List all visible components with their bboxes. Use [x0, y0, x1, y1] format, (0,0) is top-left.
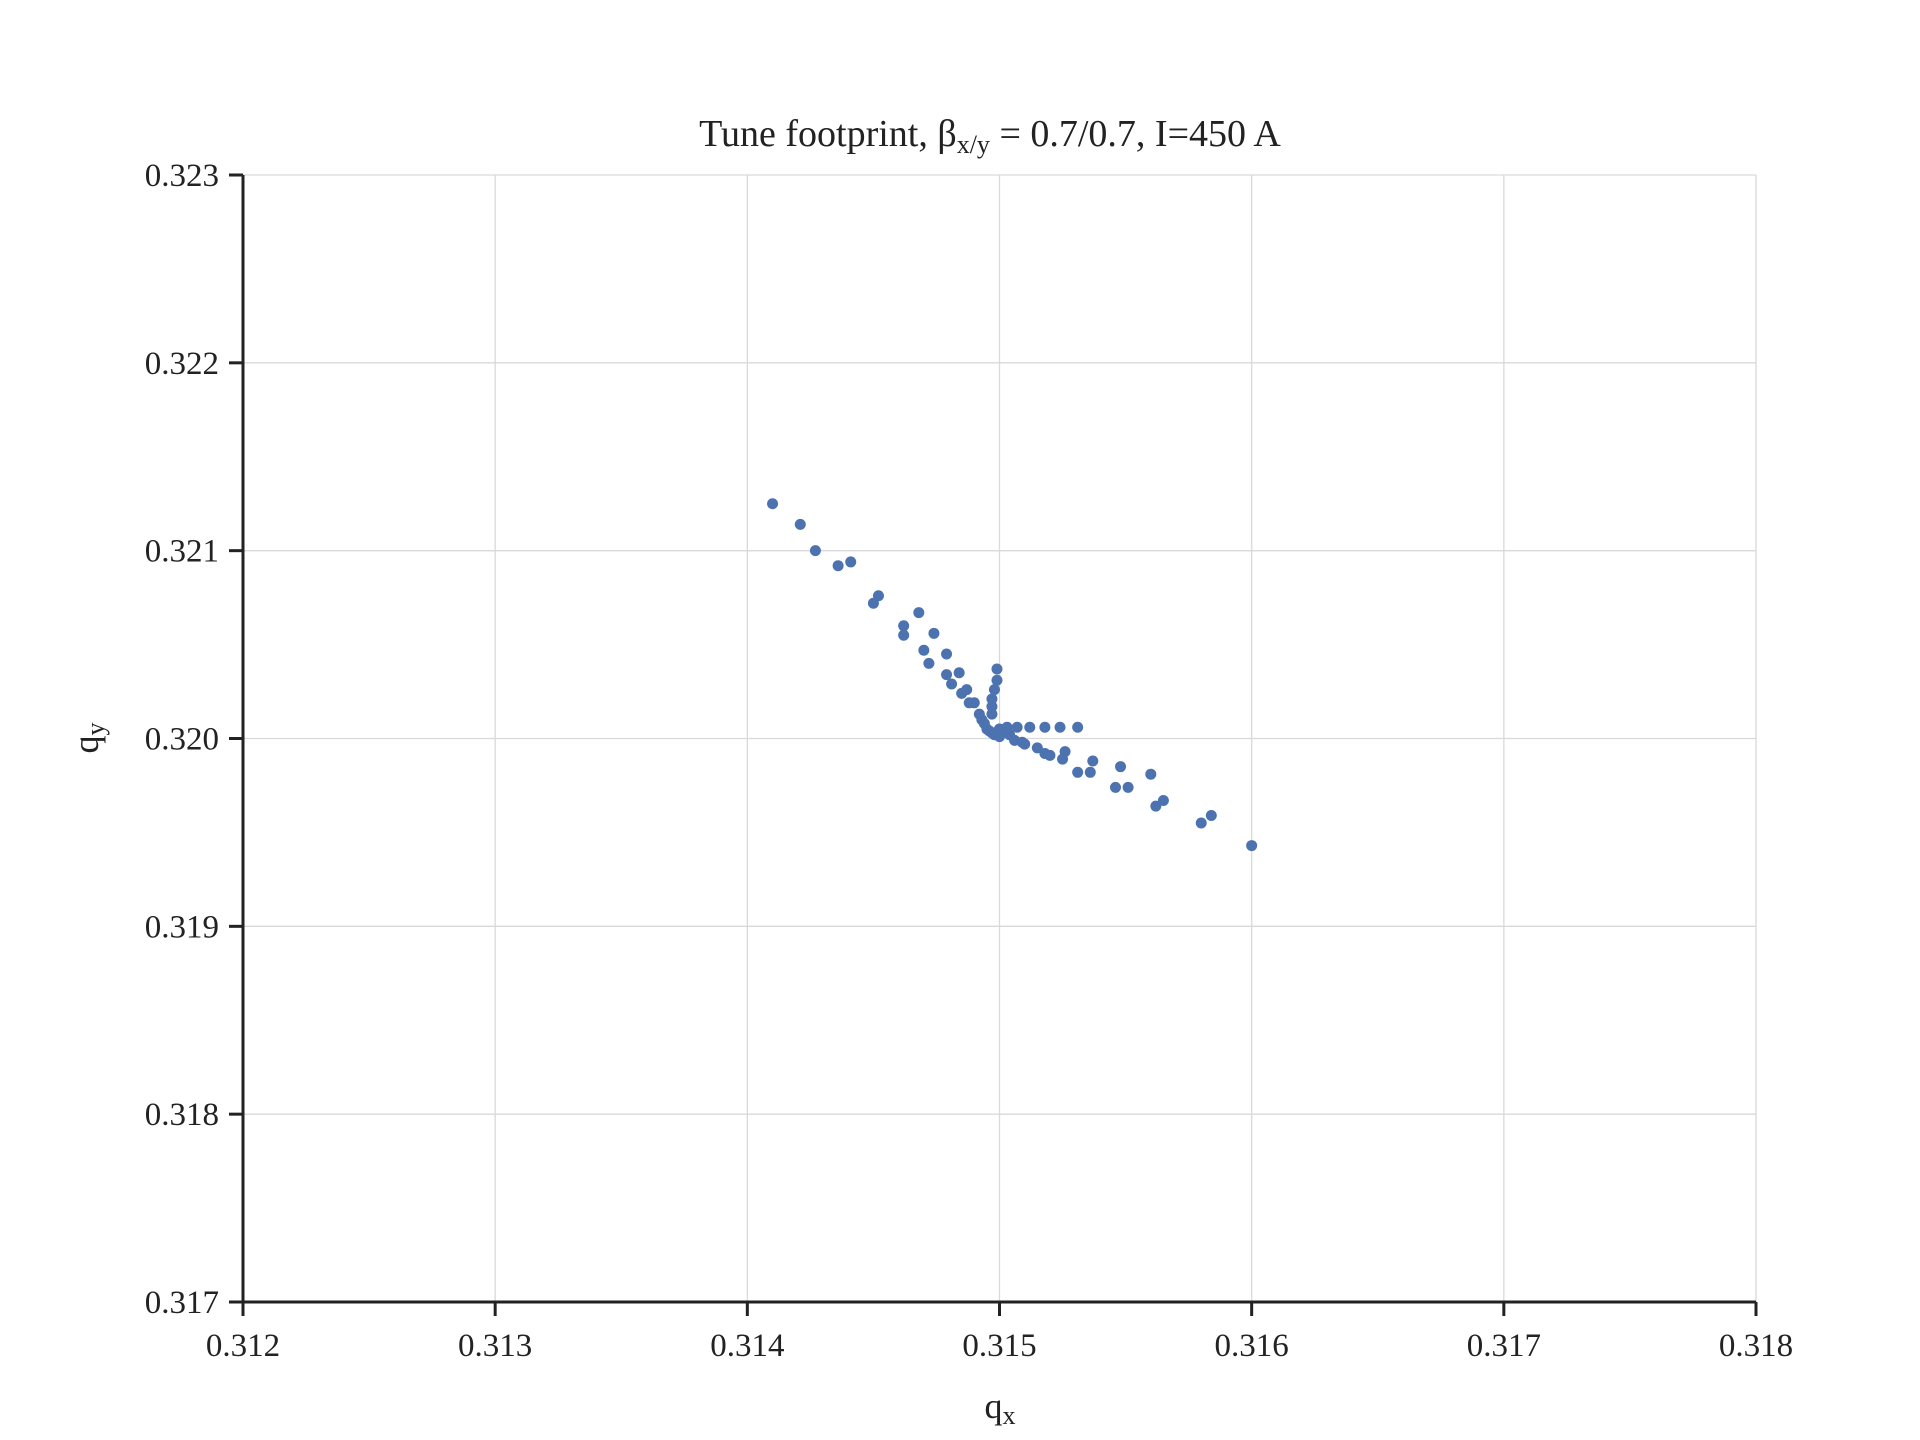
data-point: [918, 644, 930, 656]
x-tick-label: 0.313: [458, 1328, 532, 1364]
data-point: [986, 708, 998, 720]
data-point: [1072, 721, 1084, 733]
y-axis-label: qy: [66, 723, 110, 754]
data-point: [988, 684, 1000, 696]
data-point: [941, 669, 953, 681]
x-tick-label: 0.314: [710, 1328, 784, 1364]
data-point: [923, 657, 935, 669]
chart-title-beta: β: [937, 113, 956, 155]
data-point: [1195, 817, 1207, 829]
data-point: [898, 629, 910, 641]
y-tick-label: 0.322: [145, 346, 219, 382]
grid: [242, 174, 1757, 1303]
y-tick-label: 0.317: [145, 1285, 219, 1321]
data-point: [1145, 768, 1157, 780]
y-axis-label-subscript: y: [81, 723, 110, 736]
y-tick-label: 0.323: [145, 158, 219, 194]
data-point: [1157, 794, 1169, 806]
data-point: [1044, 749, 1056, 761]
data-point: [941, 648, 953, 660]
data-point: [1115, 761, 1127, 773]
data-point: [928, 627, 940, 639]
data-point: [953, 667, 965, 679]
data-point: [1246, 840, 1258, 852]
data-point: [1109, 781, 1121, 793]
data-point: [794, 518, 806, 530]
data-point: [986, 693, 998, 705]
data-point: [961, 684, 973, 696]
chart-title-suffix: = 0.7/0.7, I=450 A: [990, 113, 1281, 155]
data-point: [832, 560, 844, 572]
data-point: [1205, 810, 1217, 822]
data-point: [991, 674, 1003, 686]
x-tick-label: 0.318: [1719, 1328, 1793, 1364]
data-point: [1072, 766, 1084, 778]
data-point: [1019, 738, 1031, 750]
y-tick-label: 0.321: [145, 534, 219, 570]
data-point: [946, 678, 958, 690]
y-tick-label: 0.319: [145, 909, 219, 945]
data-point: [1054, 721, 1066, 733]
chart-title-prefix: Tune footprint,: [699, 113, 937, 155]
data-point: [1122, 781, 1134, 793]
y-tick-label: 0.320: [145, 722, 219, 758]
data-point: [986, 701, 998, 713]
data-point: [1084, 766, 1096, 778]
y-axis-label-base: q: [66, 736, 106, 754]
data-point: [1059, 746, 1071, 758]
scatter-points: [767, 498, 1258, 852]
data-point: [898, 620, 910, 632]
data-point: [913, 607, 925, 619]
data-point: [845, 556, 857, 568]
x-tick-label: 0.315: [962, 1328, 1036, 1364]
chart-title-beta-subscript: x/y: [957, 130, 990, 159]
data-point: [872, 590, 884, 602]
x-axis-label-base: q: [985, 1386, 1003, 1426]
x-axis-label-subscript: x: [1003, 1401, 1016, 1430]
data-point: [991, 663, 1003, 675]
data-point: [767, 498, 779, 510]
x-tick-label: 0.312: [206, 1328, 280, 1364]
data-point: [968, 697, 980, 709]
y-tick-label: 0.318: [145, 1097, 219, 1133]
chart-title: Tune footprint, βx/y = 0.7/0.7, I=450 A: [699, 113, 1281, 159]
data-point: [1087, 755, 1099, 767]
data-point: [1039, 721, 1051, 733]
data-point: [809, 545, 821, 557]
x-tick-label: 0.317: [1467, 1328, 1541, 1364]
x-tick-label: 0.316: [1215, 1328, 1289, 1364]
data-point: [1024, 721, 1036, 733]
data-point: [1150, 800, 1162, 812]
data-point: [1031, 742, 1043, 754]
x-axis-label: qx: [985, 1386, 1016, 1430]
data-point: [1011, 721, 1023, 733]
axis-ticks: 0.312 0.313 0.314 0.315 0.316 0.317 0.318 0.317…: [145, 158, 1793, 1364]
data-point: [1001, 721, 1013, 733]
